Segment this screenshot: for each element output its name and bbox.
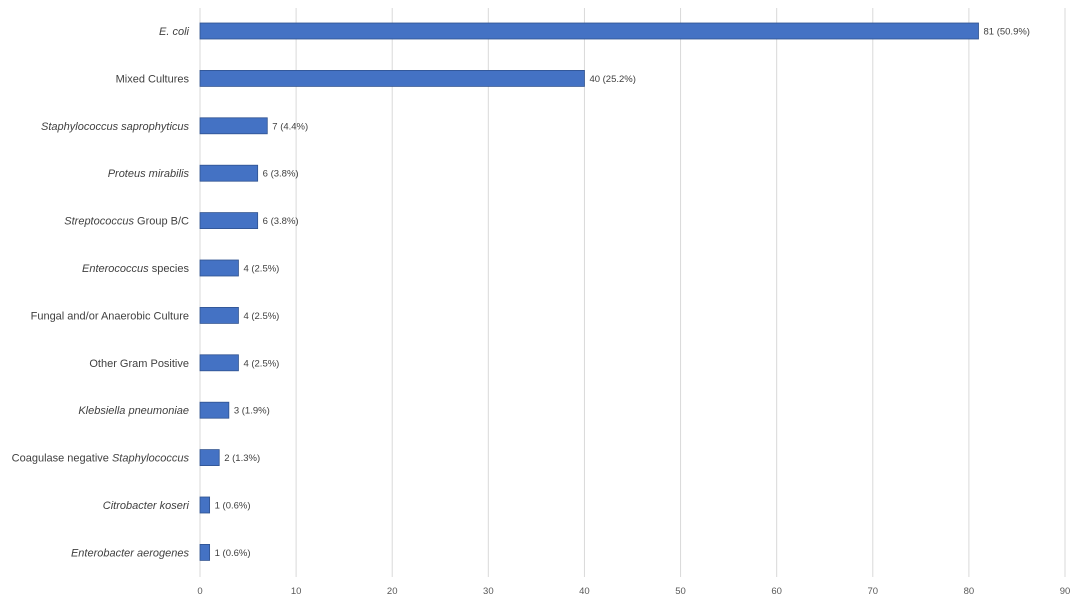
data-label: 6 (3.8%) (263, 216, 299, 227)
x-tick-label: 30 (483, 586, 494, 597)
bar (199, 117, 268, 135)
x-tick-label: 90 (1060, 586, 1071, 597)
category-label: Streptococcus Group B/C (64, 216, 189, 228)
bar (199, 164, 259, 182)
category-label: Proteus mirabilis (108, 168, 190, 180)
category-label-part: Klebsiella pneumoniae (78, 405, 189, 417)
data-label: 4 (2.5%) (243, 311, 279, 322)
x-tick-label: 50 (675, 586, 686, 597)
data-label: 7 (4.4%) (272, 121, 308, 132)
category-label-part: Enterobacter aerogenes (71, 547, 190, 559)
x-tick-label: 70 (867, 586, 878, 597)
category-label: Fungal and/or Anaerobic Culture (31, 310, 189, 322)
x-tick-label: 10 (291, 586, 302, 597)
x-tick-label: 0 (197, 586, 202, 597)
category-label: Citrobacter koseri (103, 500, 190, 512)
x-tick-label: 40 (579, 586, 590, 597)
category-labels: E. coli Mixed Cultures Staphylococcus sapr… (12, 26, 190, 559)
category-label-part: Staphylococcus (112, 453, 190, 465)
category-label-part: E. coli (159, 26, 190, 38)
data-labels: 81 (50.9%) 40 (25.2%) 7 (4.4%) 6 (3.8%) 6 (3… (215, 27, 1030, 559)
bar (199, 544, 211, 561)
data-label: 1 (0.6%) (215, 548, 251, 559)
x-axis-tick-labels: 0 10 20 30 40 50 60 70 80 90 (197, 586, 1070, 597)
category-label: Mixed Cultures (116, 73, 190, 85)
data-label: 2 (1.3%) (224, 453, 260, 464)
category-label-part: Fungal and/or Anaerobic Culture (31, 310, 189, 322)
category-label-part: Enterococcus (82, 263, 149, 275)
data-label: 4 (2.5%) (243, 358, 279, 369)
bars-group (199, 22, 979, 561)
category-label-part: Proteus mirabilis (108, 168, 190, 180)
bar (199, 354, 239, 372)
bar (199, 259, 239, 277)
x-tick-label: 60 (771, 586, 782, 597)
category-label-part: Coagulase negative (12, 453, 112, 465)
category-label-part: species (149, 263, 190, 275)
data-label: 6 (3.8%) (263, 169, 299, 180)
category-label: Staphylococcus saprophyticus (41, 121, 189, 133)
category-label-part: Staphylococcus saprophyticus (41, 121, 189, 133)
data-label: 40 (25.2%) (589, 74, 635, 85)
x-tick-label: 20 (387, 586, 398, 597)
x-tick-label: 80 (964, 586, 975, 597)
category-label-part: Group B/C (134, 216, 189, 228)
data-label: 3 (1.9%) (234, 406, 270, 417)
bar (199, 212, 259, 230)
category-label-part: Other Gram Positive (89, 358, 189, 370)
bar (199, 401, 230, 419)
bar (199, 306, 239, 324)
category-label: E. coli (159, 26, 190, 38)
category-label: Coagulase negative Staphylococcus (12, 453, 190, 465)
bar (199, 22, 979, 40)
data-label: 81 (50.9%) (984, 27, 1030, 38)
category-label: Enterobacter aerogenes (71, 547, 190, 559)
category-label-part: Citrobacter koseri (103, 500, 190, 512)
category-label: Enterococcus species (82, 263, 190, 275)
category-label-part: Streptococcus (64, 216, 134, 228)
bar (199, 449, 220, 467)
data-label: 4 (2.5%) (243, 264, 279, 275)
category-label: Klebsiella pneumoniae (78, 405, 189, 417)
category-label: Other Gram Positive (89, 358, 189, 370)
bar (199, 496, 211, 514)
bar (199, 70, 585, 87)
category-label-part: Mixed Cultures (116, 73, 190, 85)
grid-lines (199, 8, 1066, 577)
data-label: 1 (0.6%) (215, 501, 251, 512)
